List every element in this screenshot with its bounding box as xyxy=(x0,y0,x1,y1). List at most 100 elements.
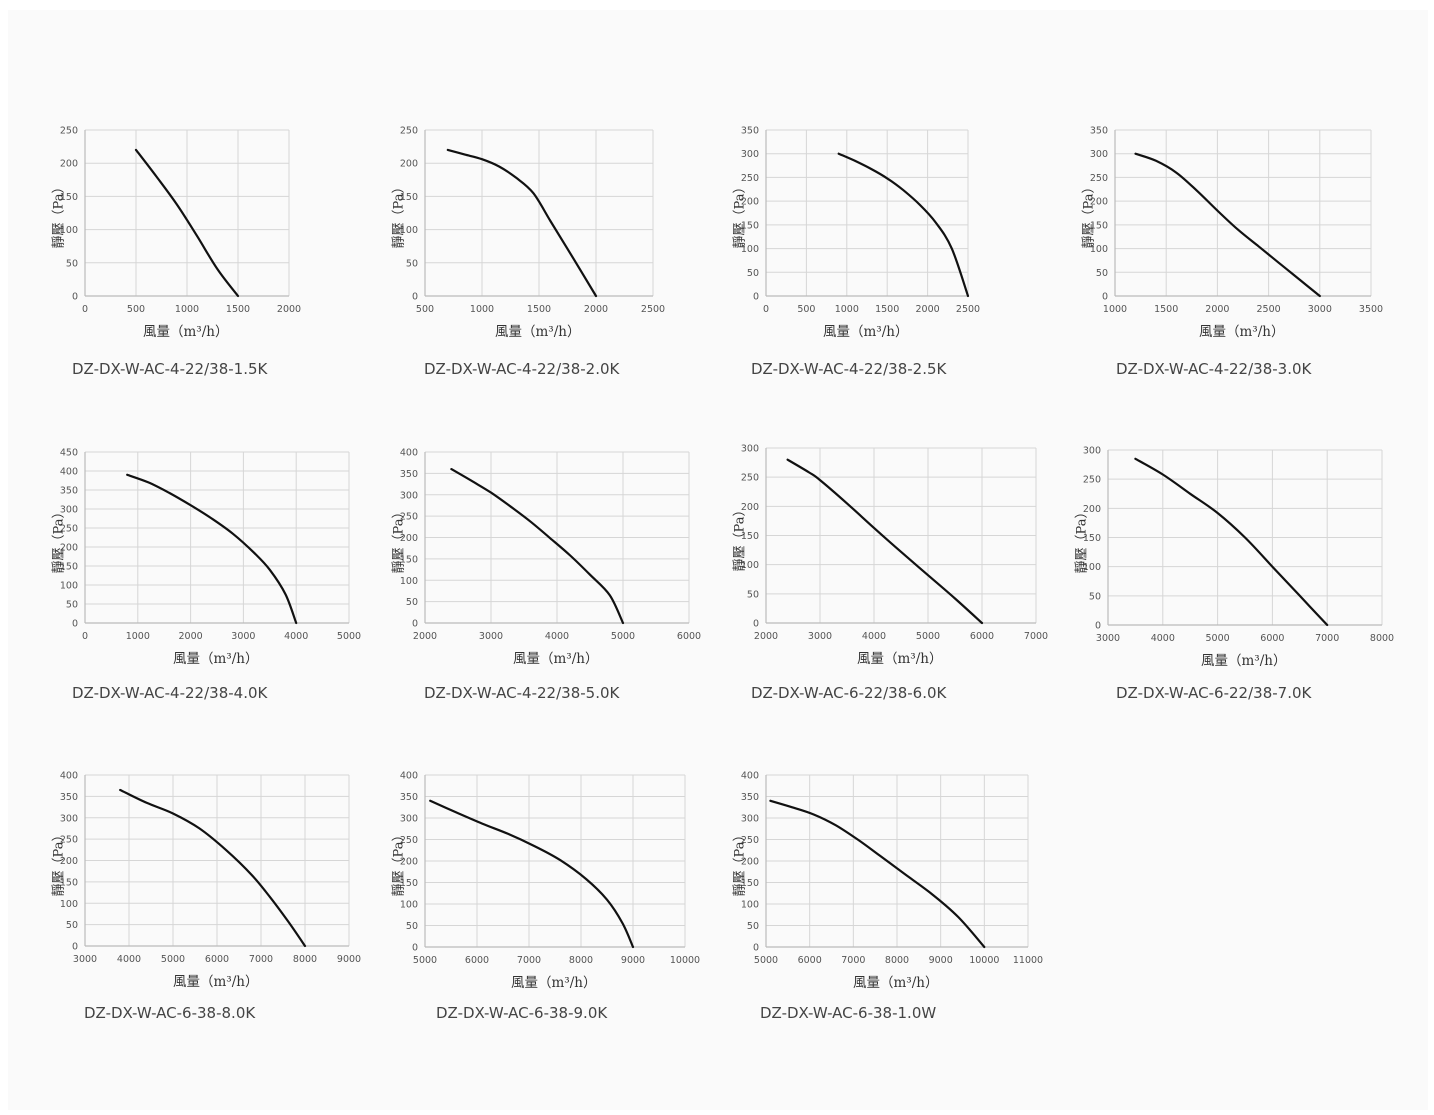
x-tick-label: 8000 xyxy=(293,954,317,965)
y-tick-label: 400 xyxy=(400,448,418,459)
x-tick-label: 11000 xyxy=(1013,955,1043,966)
chart-svg: 2000 3000 4000 5000 6000 7000 0 50 100 150 200 250 3… xyxy=(741,444,1048,643)
x-tick-label: 4000 xyxy=(284,631,308,642)
x-axis-label: 風量（m³/h） xyxy=(513,651,599,667)
x-tick-label: 3000 xyxy=(479,631,503,642)
x-axis-label: 風量（m³/h） xyxy=(143,324,229,340)
x-tick-label: 1000 xyxy=(470,304,494,315)
y-tick-label: 300 xyxy=(60,813,78,824)
y-tick-label: 250 xyxy=(741,173,759,184)
x-tick-label: 1500 xyxy=(1154,304,1178,315)
y-tick-label: 250 xyxy=(1090,173,1108,184)
pressure-curve xyxy=(429,799,635,949)
y-tick-label: 200 xyxy=(400,857,418,868)
y-tick-label: 100 xyxy=(60,899,78,910)
y-tick-label: 300 xyxy=(1083,446,1101,457)
y-tick-label: 100 xyxy=(741,560,759,571)
pressure-curve xyxy=(126,473,298,625)
x-tick-label: 2000 xyxy=(916,304,940,315)
y-tick-label: 0 xyxy=(753,292,759,303)
x-tick-label: 5000 xyxy=(337,631,361,642)
y-tick-label: 350 xyxy=(741,126,759,137)
x-tick-label: 6000 xyxy=(465,955,489,966)
x-tick-label: 7000 xyxy=(249,954,273,965)
x-tick-label: 0 xyxy=(82,304,88,315)
y-tick-label: 100 xyxy=(400,576,418,587)
x-tick-label: 10000 xyxy=(969,955,999,966)
y-tick-label: 250 xyxy=(741,835,759,846)
chart-svg: 0 1000 2000 3000 4000 5000 0 50 100 150 200 250 300 3… xyxy=(60,448,361,643)
x-axis-label: 風量（m³/h） xyxy=(1199,324,1285,340)
x-tick-label: 8000 xyxy=(885,955,909,966)
x-tick-label: 2000 xyxy=(754,631,778,642)
y-tick-label: 400 xyxy=(60,771,78,782)
x-tick-label: 5000 xyxy=(754,955,778,966)
y-tick-label: 100 xyxy=(60,581,78,592)
y-tick-label: 100 xyxy=(741,900,759,911)
y-tick-label: 50 xyxy=(66,258,78,269)
y-tick-label: 0 xyxy=(412,619,418,630)
pressure-curve xyxy=(446,148,598,298)
chart-svg: 0 500 1000 1500 2000 0 50 100 150 200 250 xyxy=(60,126,301,316)
y-tick-label: 400 xyxy=(741,771,759,782)
y-tick-label: 50 xyxy=(1089,591,1101,602)
y-tick-label: 0 xyxy=(1095,621,1101,632)
y-tick-label: 250 xyxy=(400,126,418,137)
x-tick-label: 1500 xyxy=(527,304,551,315)
y-tick-label: 100 xyxy=(1083,562,1101,573)
chart-svg: 3000 4000 5000 6000 7000 8000 0 50 100 150 200 250 3… xyxy=(1083,446,1394,645)
y-tick-label: 300 xyxy=(741,814,759,825)
x-tick-label: 1000 xyxy=(126,631,150,642)
pressure-curve xyxy=(786,458,984,625)
x-tick-label: 5000 xyxy=(413,955,437,966)
x-tick-label: 5000 xyxy=(161,954,185,965)
chart-svg: 500 1000 1500 2000 2500 0 50 100 150 200 250 xyxy=(400,126,665,316)
chart-svg: 2000 3000 4000 5000 6000 0 50 100 150 200 250 300 35… xyxy=(400,448,701,643)
y-tick-label: 200 xyxy=(60,856,78,867)
x-axis-label: 風量（m³/h） xyxy=(173,974,259,990)
y-tick-label: 0 xyxy=(72,942,78,953)
y-tick-label: 0 xyxy=(72,292,78,303)
y-tick-label: 50 xyxy=(66,920,78,931)
x-tick-label: 0 xyxy=(763,304,769,315)
pressure-curve xyxy=(450,468,625,625)
y-tick-label: 300 xyxy=(60,505,78,516)
model-name: DZ-DX-W-AC-4-22/38-3.0K xyxy=(1116,360,1312,378)
y-tick-label: 100 xyxy=(741,244,759,255)
model-name: DZ-DX-W-AC-6-22/38-7.0K xyxy=(1116,684,1312,702)
x-tick-label: 3000 xyxy=(1308,304,1332,315)
y-tick-label: 150 xyxy=(400,554,418,565)
x-tick-label: 7000 xyxy=(1024,631,1048,642)
model-name: DZ-DX-W-AC-6-38-8.0K xyxy=(84,1004,256,1022)
x-tick-label: 7000 xyxy=(841,955,865,966)
x-tick-label: 7000 xyxy=(1315,633,1339,644)
x-tick-label: 2500 xyxy=(956,304,980,315)
y-tick-label: 150 xyxy=(1083,533,1101,544)
y-tick-label: 150 xyxy=(741,220,759,231)
y-tick-label: 400 xyxy=(60,467,78,478)
y-tick-label: 200 xyxy=(60,159,78,170)
x-tick-label: 6000 xyxy=(1260,633,1284,644)
y-tick-label: 50 xyxy=(406,258,418,269)
x-tick-label: 2000 xyxy=(1205,304,1229,315)
x-tick-label: 1500 xyxy=(875,304,899,315)
y-tick-label: 150 xyxy=(741,531,759,542)
x-tick-label: 9000 xyxy=(337,954,361,965)
model-name: DZ-DX-W-AC-4-22/38-2.0K xyxy=(424,360,620,378)
model-name: DZ-DX-W-AC-4-22/38-5.0K xyxy=(424,684,620,702)
model-name: DZ-DX-W-AC-6-22/38-6.0K xyxy=(751,684,947,702)
pressure-curve xyxy=(1134,457,1329,627)
x-tick-label: 9000 xyxy=(929,955,953,966)
x-tick-label: 1500 xyxy=(226,304,250,315)
y-tick-label: 300 xyxy=(400,490,418,501)
y-tick-label: 0 xyxy=(412,943,418,954)
y-tick-label: 350 xyxy=(1090,126,1108,137)
y-tick-label: 250 xyxy=(400,512,418,523)
y-tick-label: 50 xyxy=(406,597,418,608)
y-tick-label: 50 xyxy=(747,268,759,279)
x-tick-label: 500 xyxy=(127,304,145,315)
y-tick-label: 100 xyxy=(1090,244,1108,255)
y-tick-label: 200 xyxy=(741,197,759,208)
y-tick-label: 50 xyxy=(747,589,759,600)
y-tick-label: 200 xyxy=(400,533,418,544)
